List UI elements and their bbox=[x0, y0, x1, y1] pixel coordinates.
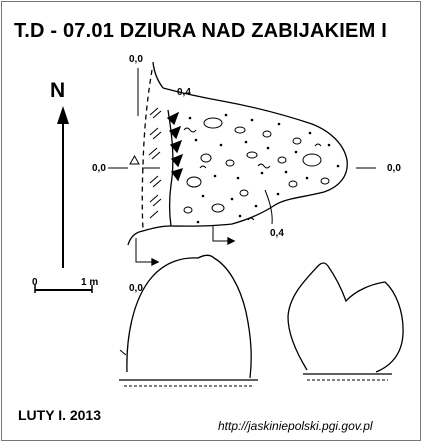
cross-section-right bbox=[287, 262, 404, 381]
depth-label-upper-inner: 0,4 bbox=[177, 87, 191, 98]
depth-label-left: 0,0 bbox=[92, 163, 106, 174]
scale-start-label: 0 bbox=[32, 277, 38, 288]
north-arrow bbox=[57, 106, 69, 268]
plan-cave-outline bbox=[127, 87, 348, 246]
plan-inner-wall bbox=[167, 109, 174, 227]
plan-view bbox=[108, 61, 376, 267]
plan-entrance-dashed bbox=[141, 69, 153, 231]
north-label: N bbox=[50, 79, 66, 102]
map-title: T.D - 07.01 DZIURA NAD ZABIJAKIEM I bbox=[14, 20, 387, 42]
depth-label-right: 0,0 bbox=[387, 163, 401, 174]
depth-label-bottom: 0,0 bbox=[129, 283, 143, 294]
depth-label-top: 0,0 bbox=[129, 54, 143, 65]
scale-end-label: 1 m bbox=[81, 277, 99, 288]
scale-bar bbox=[34, 285, 93, 293]
source-url[interactable]: http://jaskiniepolski.pgi.gov.pl bbox=[218, 419, 373, 433]
cross-section-left bbox=[119, 254, 258, 387]
survey-date: LUTY I. 2013 bbox=[18, 407, 102, 423]
depth-label-lower-inner: 0,4 bbox=[270, 228, 284, 239]
